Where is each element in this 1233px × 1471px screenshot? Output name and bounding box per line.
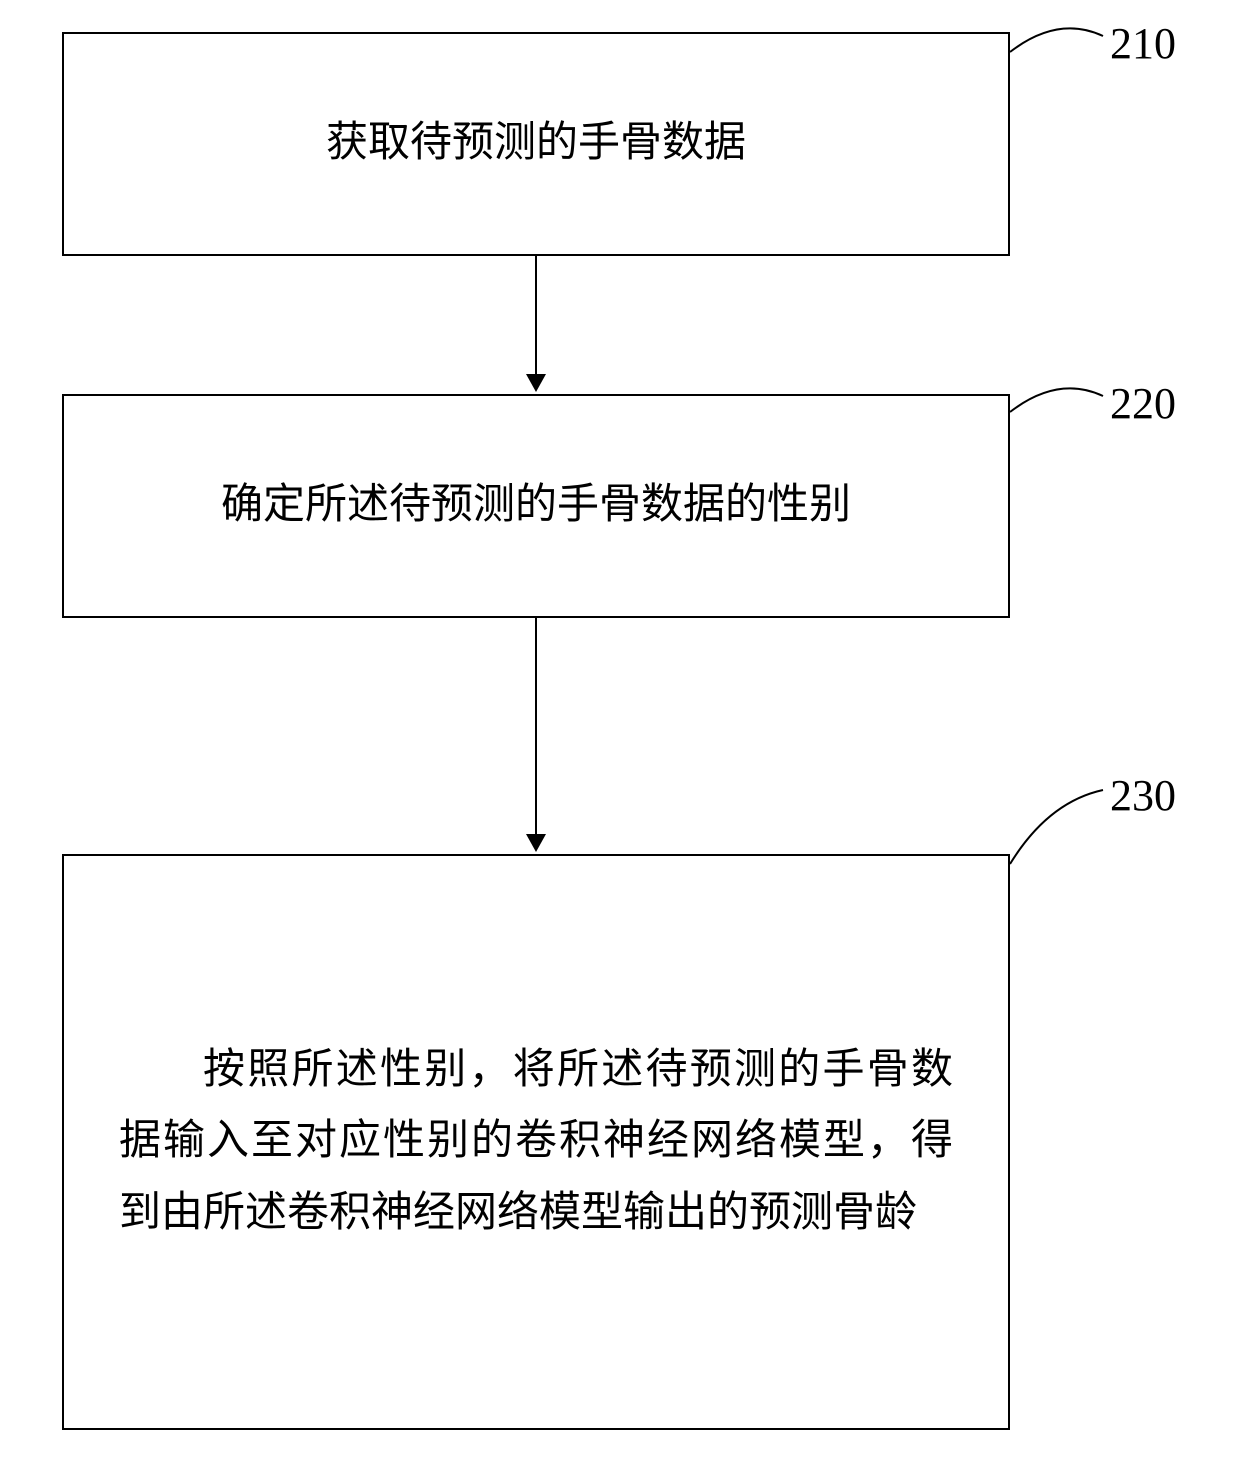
arrow-head-2 <box>526 834 546 852</box>
arrow-line-1 <box>535 256 537 374</box>
box-1-text: 获取待预测的手骨数据 <box>326 108 746 179</box>
label-210: 210 <box>1110 18 1176 69</box>
label-230: 230 <box>1110 770 1176 821</box>
arrow-line-2 <box>535 618 537 834</box>
box-2-text: 确定所述待预测的手骨数据的性别 <box>221 470 851 541</box>
flowchart-box-2: 确定所述待预测的手骨数据的性别 <box>62 394 1010 618</box>
flowchart-box-3: 按照所述性别，将所述待预测的手骨数据输入至对应性别的卷积神经网络模型，得到由所述… <box>62 854 1010 1430</box>
box-3-text: 按照所述性别，将所述待预测的手骨数据输入至对应性别的卷积神经网络模型，得到由所述… <box>119 1035 953 1249</box>
connector-curve-1 <box>1008 20 1108 70</box>
flowchart-box-1: 获取待预测的手骨数据 <box>62 32 1010 256</box>
label-220: 220 <box>1110 378 1176 429</box>
connector-curve-3 <box>1008 772 1108 872</box>
connector-curve-2 <box>1008 380 1108 430</box>
arrow-head-1 <box>526 374 546 392</box>
